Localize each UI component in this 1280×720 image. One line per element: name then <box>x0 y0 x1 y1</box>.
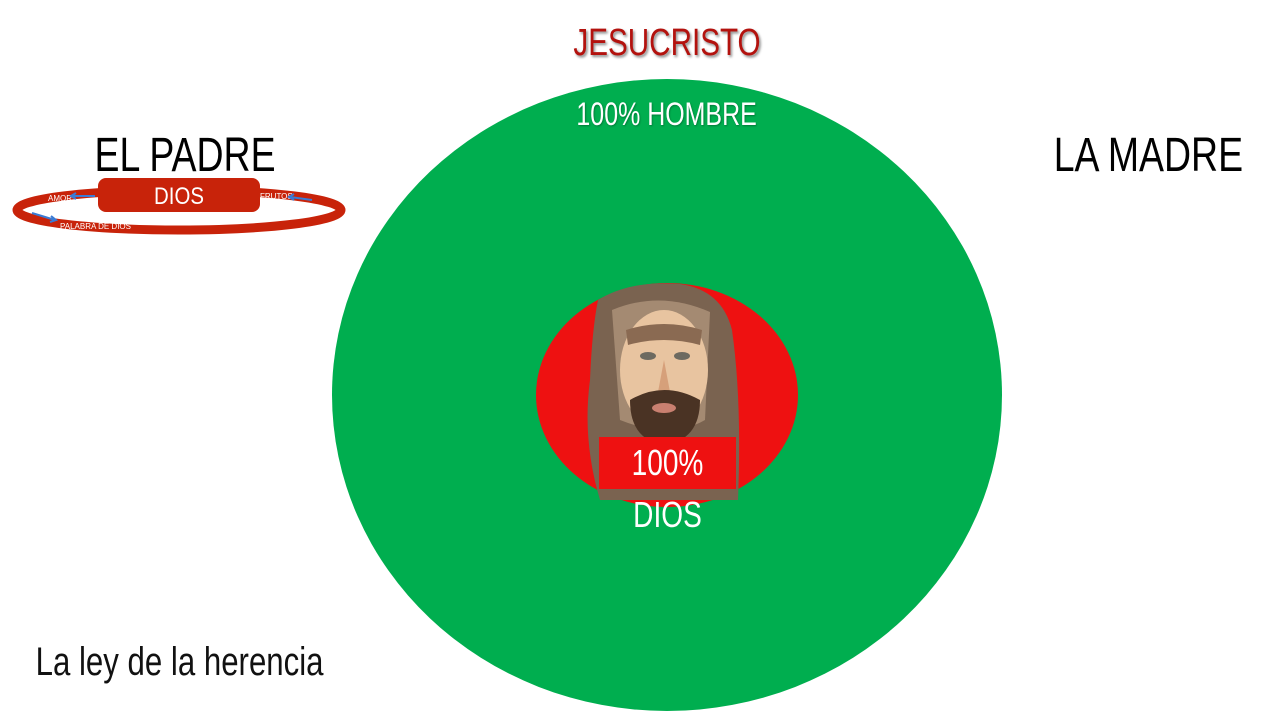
ring-diagram: DIOS AMOR FRUTOS PALABRA DE DIOS <box>12 178 346 235</box>
right-label: LA MADRE <box>1053 129 1243 182</box>
ring-label-palabra: PALABRA DE DIOS <box>60 222 131 231</box>
ring-center-box <box>98 178 260 212</box>
ring-label-frutos: FRUTOS <box>260 192 293 201</box>
outer-circle-label: 100% HOMBRE <box>576 96 758 132</box>
arrow-right-icon <box>31 212 59 223</box>
ring-label-amor: AMOR <box>48 194 72 203</box>
left-label: EL PADRE <box>94 129 276 182</box>
arrow-left-icon <box>287 193 313 201</box>
footer-caption: La ley de la herencia <box>36 640 324 684</box>
ring-center-label: DIOS <box>154 182 204 209</box>
inner-circle-label: 100% DIOS <box>599 437 736 535</box>
arrow-left-icon <box>69 192 95 200</box>
page-title: JESUCRISTO <box>573 22 761 64</box>
